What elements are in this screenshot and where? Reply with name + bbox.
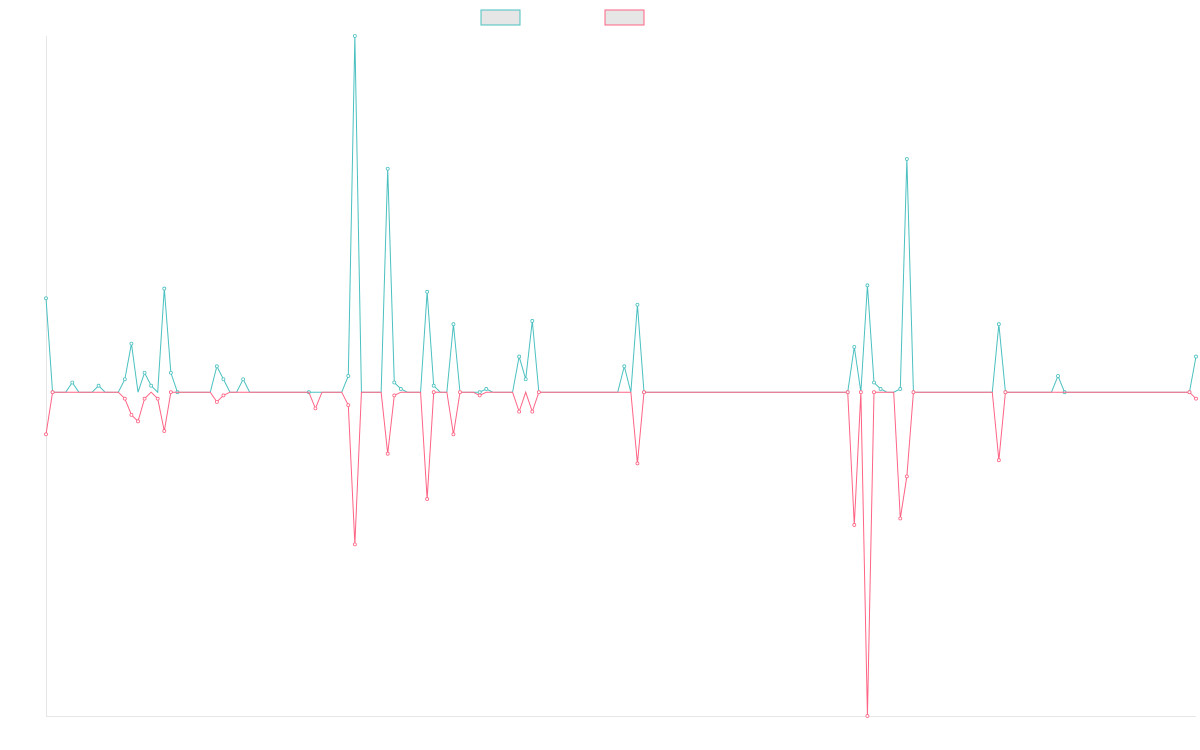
series-b-point[interactable] <box>530 409 535 414</box>
series-b-point[interactable] <box>50 390 55 395</box>
series-b-point[interactable] <box>129 412 134 417</box>
series-b-point[interactable] <box>451 432 456 437</box>
series-b-point[interactable] <box>168 390 173 395</box>
series-b-point[interactable] <box>1187 390 1192 395</box>
series-b-point[interactable] <box>352 542 357 547</box>
series-a-point[interactable] <box>852 344 857 349</box>
series-a-point[interactable] <box>346 374 351 378</box>
series-a-point[interactable] <box>129 341 134 346</box>
series-a-point[interactable] <box>523 377 528 382</box>
series-a-point[interactable] <box>517 354 522 359</box>
series-b-point[interactable] <box>911 390 916 395</box>
series-a-point[interactable] <box>122 377 127 382</box>
series-b-point[interactable] <box>858 390 863 395</box>
series-a-point[interactable] <box>398 387 403 391</box>
series-b-point[interactable] <box>517 409 522 414</box>
series-a-point[interactable] <box>352 34 357 38</box>
series-a-point[interactable] <box>898 387 903 391</box>
series-a-point[interactable] <box>44 296 48 301</box>
series-a-point[interactable] <box>221 377 226 382</box>
series-a-point[interactable] <box>635 302 640 307</box>
series-b-points <box>44 390 1198 718</box>
series-a-point[interactable] <box>996 322 1001 327</box>
series-a-point[interactable] <box>477 390 482 395</box>
series-b-point[interactable] <box>122 396 127 401</box>
series-b-line[interactable] <box>45 390 1197 717</box>
series-a-point[interactable] <box>149 383 154 388</box>
series-layer <box>44 34 1198 718</box>
series-a-point[interactable] <box>431 383 436 388</box>
series-b-point[interactable] <box>425 497 430 501</box>
series-b-point[interactable] <box>845 390 850 395</box>
series-b-point[interactable] <box>904 474 909 479</box>
series-a-point[interactable] <box>1194 354 1198 359</box>
series-a-point[interactable] <box>96 383 101 388</box>
series-a-point[interactable] <box>865 283 870 288</box>
series-a-point[interactable] <box>162 286 167 291</box>
series-b-point[interactable] <box>458 390 462 395</box>
series-a-points <box>44 34 1198 395</box>
series-a-point[interactable] <box>878 387 883 391</box>
series-b-point[interactable] <box>214 399 219 404</box>
series-a-point[interactable] <box>1056 374 1060 378</box>
series-b-point[interactable] <box>155 396 160 401</box>
axes <box>46 36 1196 717</box>
series-a-point[interactable] <box>392 380 397 385</box>
legend <box>480 9 645 26</box>
series-a-point[interactable] <box>872 380 876 385</box>
series-a-point[interactable] <box>904 157 909 161</box>
series-a-point[interactable] <box>168 370 173 375</box>
series-b-point[interactable] <box>642 390 646 395</box>
series-b-point[interactable] <box>852 523 857 527</box>
series-b-point[interactable] <box>392 393 397 398</box>
series-b-point[interactable] <box>142 396 147 401</box>
series-b-point[interactable] <box>385 451 390 456</box>
series-a-point[interactable] <box>214 364 219 369</box>
series-b-point[interactable] <box>872 390 876 395</box>
series-b-point[interactable] <box>865 714 870 718</box>
legend-swatch-series-a[interactable] <box>480 9 521 26</box>
series-b-point[interactable] <box>431 390 436 395</box>
series-b-point[interactable] <box>477 393 482 398</box>
series-b-point[interactable] <box>536 390 541 395</box>
series-b-point[interactable] <box>162 429 167 433</box>
series-b-point[interactable] <box>1003 390 1008 395</box>
series-b-point[interactable] <box>136 419 140 424</box>
series-a-point[interactable] <box>70 380 75 385</box>
series-a-point[interactable] <box>425 289 430 294</box>
series-b-point[interactable] <box>346 403 351 408</box>
series-b-point[interactable] <box>1194 396 1198 401</box>
series-b-point[interactable] <box>996 458 1001 463</box>
series-b-point[interactable] <box>313 406 318 411</box>
series-b-point[interactable] <box>221 393 226 398</box>
series-a-point[interactable] <box>241 377 246 382</box>
legend-swatch-series-b[interactable] <box>604 9 645 26</box>
series-a-point[interactable] <box>622 364 627 369</box>
series-a-point[interactable] <box>385 166 390 171</box>
series-b-point[interactable] <box>898 516 903 521</box>
series-a-line[interactable] <box>45 35 1197 394</box>
series-a-point[interactable] <box>530 319 535 323</box>
series-b-point[interactable] <box>635 461 640 466</box>
series-a-point[interactable] <box>484 387 489 391</box>
series-a-point[interactable] <box>142 370 147 375</box>
series-a-point[interactable] <box>451 322 456 327</box>
series-b-point[interactable] <box>44 432 48 437</box>
